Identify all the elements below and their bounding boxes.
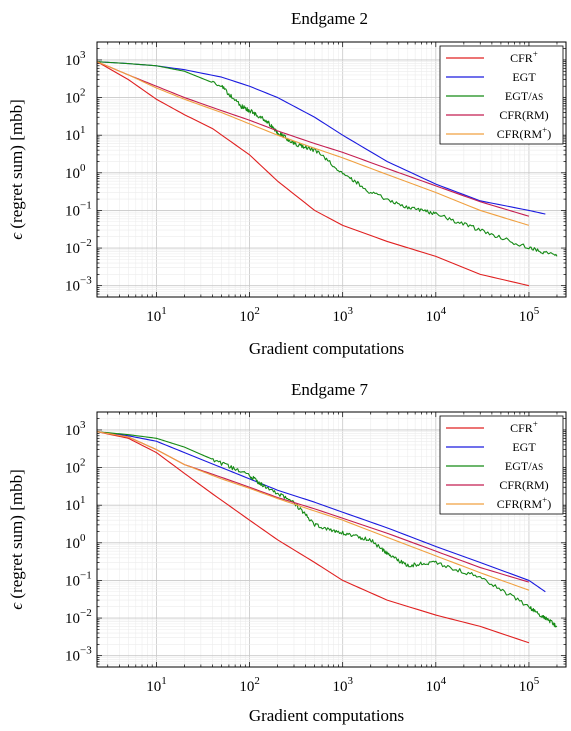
- plot-frame: [96, 41, 567, 298]
- y-tick-label: 10−3: [65, 275, 92, 295]
- series-line-cfr: [97, 431, 530, 644]
- y-tick-label: 102: [65, 87, 86, 107]
- y-tick-label: 103: [65, 419, 86, 439]
- x-tick-label: 101: [146, 305, 167, 325]
- legend: CFR+ EGT EGT/AS CFR(RM) CFR(RM+): [439, 415, 564, 515]
- series-line-egt-as: [97, 431, 558, 628]
- legend-box: [439, 415, 564, 515]
- legend-box: [439, 45, 564, 145]
- legend-label: CFR+: [510, 49, 538, 65]
- series-line-cfr-rm: [97, 431, 530, 591]
- chart-panel-1: Endgame 2 101 102 103 104 105 103 102 101 100 10−1…: [7, 9, 567, 358]
- y-tick-label: 10−2: [65, 237, 92, 257]
- y-axis-label: ϵ (regret sum) [mbb]: [7, 469, 26, 609]
- y-tick-label: 10−1: [65, 199, 92, 219]
- legend-label: CFR(RM): [499, 478, 548, 492]
- legend-label: EGT: [512, 70, 536, 84]
- chart-panel-2: Endgame 7 101 102 103 104 105 103 102 101 100 10−1…: [7, 380, 567, 725]
- legend-label: CFR(RM): [499, 108, 548, 122]
- series-line-cfr: [97, 61, 530, 287]
- x-tick-label: 101: [146, 675, 167, 695]
- legend-label: EGT: [512, 440, 536, 454]
- x-tick-label: 102: [239, 675, 260, 695]
- chart-title: Endgame 2: [291, 9, 368, 28]
- x-tick-label: 103: [332, 675, 353, 695]
- legend-label: CFR+: [510, 419, 538, 435]
- x-axis-label: Gradient computations: [249, 706, 404, 725]
- legend: CFR+ EGT EGT/AS CFR(RM) CFR(RM+): [439, 45, 564, 145]
- series-line-egt: [97, 431, 546, 593]
- x-tick-label: 104: [426, 675, 447, 695]
- x-axis-label: Gradient computations: [249, 339, 404, 358]
- y-tick-label: 101: [65, 494, 86, 514]
- legend-label: EGT/AS: [505, 89, 543, 103]
- x-tick-label: 105: [519, 305, 540, 325]
- series-group: [97, 61, 558, 287]
- y-tick-label: 10−2: [65, 607, 92, 627]
- legend-label: CFR(RM+): [497, 495, 551, 511]
- legend-label: EGT/AS: [505, 459, 543, 473]
- plot-frame: [96, 411, 567, 668]
- y-tick-label: 10−3: [65, 645, 92, 665]
- legend-label: CFR(RM+): [497, 125, 551, 141]
- y-tick-label: 100: [65, 162, 86, 182]
- x-tick-label: 102: [239, 305, 260, 325]
- chart-title: Endgame 7: [291, 380, 368, 399]
- y-tick-label: 102: [65, 457, 86, 477]
- y-tick-label: 10−1: [65, 569, 92, 589]
- x-tick-label: 103: [332, 305, 353, 325]
- x-tick-label: 105: [519, 675, 540, 695]
- y-tick-label: 103: [65, 49, 86, 69]
- x-tick-label: 104: [426, 305, 447, 325]
- series-line-cfr-rm: [97, 61, 530, 226]
- y-tick-label: 101: [65, 124, 86, 144]
- series-group: [97, 431, 558, 644]
- y-tick-label: 100: [65, 532, 86, 552]
- y-axis-label: ϵ (regret sum) [mbb]: [7, 99, 26, 239]
- series-line-cfr-rm: [97, 61, 530, 217]
